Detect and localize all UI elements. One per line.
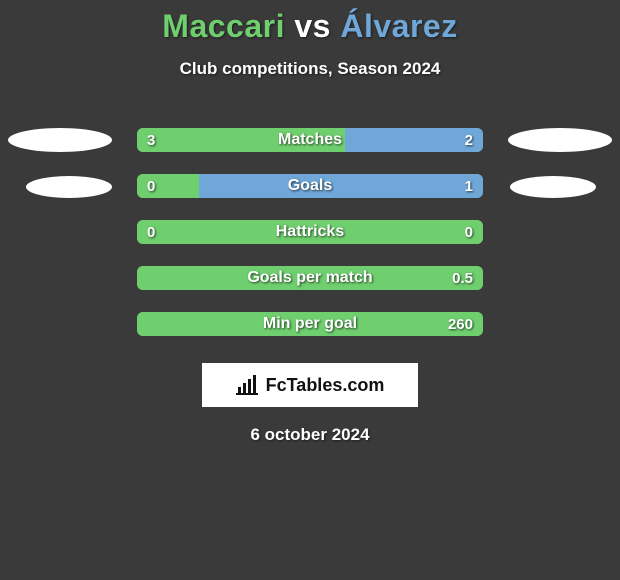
stat-bar: 01Goals: [137, 174, 483, 198]
stat-row: 32Matches: [0, 117, 620, 163]
stat-bar: 0.5Goals per match: [137, 266, 483, 290]
brand-box: FcTables.com: [202, 363, 418, 407]
page-title: Maccari vs Álvarez: [0, 8, 620, 45]
bar-fill-left: [137, 312, 483, 336]
stat-bar: 32Matches: [137, 128, 483, 152]
player-a-marker: [26, 176, 112, 198]
stat-bar: 260Min per goal: [137, 312, 483, 336]
stat-value-right: 0: [465, 220, 473, 244]
player-b-name: Álvarez: [340, 8, 457, 44]
stat-value-left: 0: [147, 174, 155, 198]
chart-icon: [236, 375, 260, 395]
player-a-marker: [8, 128, 112, 152]
stat-row: 00Hattricks: [0, 209, 620, 255]
stat-row: 01Goals: [0, 163, 620, 209]
stat-row: 260Min per goal: [0, 301, 620, 347]
bar-fill-left: [137, 220, 483, 244]
subtitle: Club competitions, Season 2024: [0, 59, 620, 79]
stat-row: 0.5Goals per match: [0, 255, 620, 301]
bar-fill-right: [345, 128, 483, 152]
bar-fill-left: [137, 128, 345, 152]
vs-label: vs: [294, 8, 331, 44]
stat-value-right: 2: [465, 128, 473, 152]
stat-bar: 00Hattricks: [137, 220, 483, 244]
stat-rows: 32Matches01Goals00Hattricks0.5Goals per …: [0, 117, 620, 347]
date-label: 6 october 2024: [0, 425, 620, 445]
brand-label: FcTables.com: [266, 375, 385, 396]
bar-fill-right: [199, 174, 483, 198]
stat-value-left: 0: [147, 220, 155, 244]
bar-fill-left: [137, 266, 483, 290]
stat-value-left: 3: [147, 128, 155, 152]
stat-value-right: 1: [465, 174, 473, 198]
stat-value-right: 260: [448, 312, 473, 336]
player-b-marker: [510, 176, 596, 198]
player-a-name: Maccari: [162, 8, 285, 44]
stat-value-right: 0.5: [452, 266, 473, 290]
comparison-infographic: Maccari vs Álvarez Club competitions, Se…: [0, 8, 620, 580]
player-b-marker: [508, 128, 612, 152]
